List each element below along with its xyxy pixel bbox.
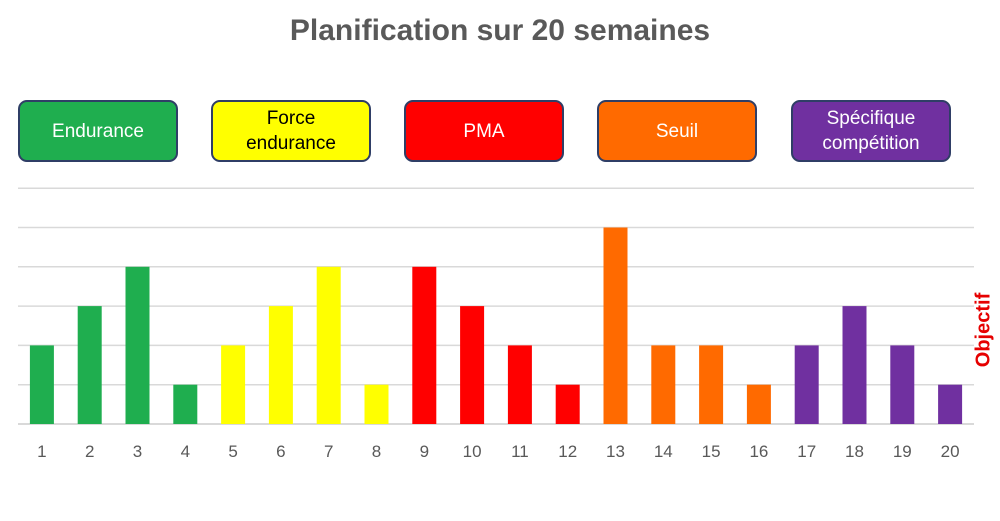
x-tick-label: 13 <box>606 442 625 461</box>
x-tick-label: 9 <box>420 442 429 461</box>
x-tick-label: 8 <box>372 442 381 461</box>
legend-force-endurance-label: Force endurance <box>246 108 336 154</box>
legend-seuil-label: Seuil <box>655 120 699 142</box>
bar-week-12 <box>555 384 580 424</box>
bar-week-9 <box>412 266 437 424</box>
bar-week-17 <box>794 345 819 424</box>
legend-seuil: Seuil <box>597 100 757 162</box>
legend-force-endurance: Force endurance <box>211 100 371 162</box>
x-tick-labels: 1 2 3 4 5 6 7 8 9 10 11 12 13 14 15 16 17 18 19 20 <box>37 442 959 461</box>
objectif-annotation: Objectif <box>972 292 995 368</box>
legend-endurance: Endurance <box>18 100 178 162</box>
bar-week-3 <box>125 266 150 424</box>
bar-week-20 <box>938 384 963 424</box>
bar-week-16 <box>746 384 771 424</box>
x-tick-label: 4 <box>181 442 190 461</box>
bar-week-11 <box>507 345 532 424</box>
x-tick-label: 12 <box>558 442 577 461</box>
bars <box>29 227 963 424</box>
bar-week-4 <box>173 384 198 424</box>
gridlines <box>18 187 974 425</box>
bar-week-15 <box>699 345 724 424</box>
x-tick-label: 5 <box>228 442 237 461</box>
bar-week-6 <box>268 306 293 424</box>
bar-week-18 <box>842 306 867 424</box>
x-tick-label: 17 <box>797 442 816 461</box>
x-tick-label: 16 <box>749 442 768 461</box>
bar-week-19 <box>890 345 915 424</box>
legend-specifique-competition-label: Spécifique compétition <box>822 108 920 154</box>
x-tick-label: 14 <box>654 442 673 461</box>
x-tick-label: 7 <box>324 442 333 461</box>
x-tick-label: 2 <box>85 442 94 461</box>
x-tick-label: 6 <box>276 442 285 461</box>
x-tick-label: 10 <box>463 442 482 461</box>
legend-specifique-competition: Spécifique compétition <box>791 100 951 162</box>
x-tick-label: 18 <box>845 442 864 461</box>
x-tick-label: 1 <box>37 442 46 461</box>
legend-endurance-label: Endurance <box>52 120 144 142</box>
bar-week-5 <box>221 345 246 424</box>
bar-week-10 <box>460 306 485 424</box>
x-tick-label: 3 <box>133 442 142 461</box>
bar-week-8 <box>364 384 389 424</box>
x-tick-label: 20 <box>941 442 960 461</box>
legend-pma: PMA <box>404 100 564 162</box>
x-tick-label: 11 <box>511 442 529 461</box>
bar-week-7 <box>316 266 341 424</box>
chart-title: Planification sur 20 semaines <box>289 14 711 47</box>
x-tick-label: 15 <box>702 442 721 461</box>
legend-pma-label: PMA <box>463 120 505 142</box>
x-tick-label: 19 <box>893 442 912 461</box>
bar-week-1 <box>29 345 54 424</box>
bar-week-14 <box>651 345 676 424</box>
bar-week-13 <box>603 227 628 424</box>
bar-week-2 <box>77 306 102 424</box>
